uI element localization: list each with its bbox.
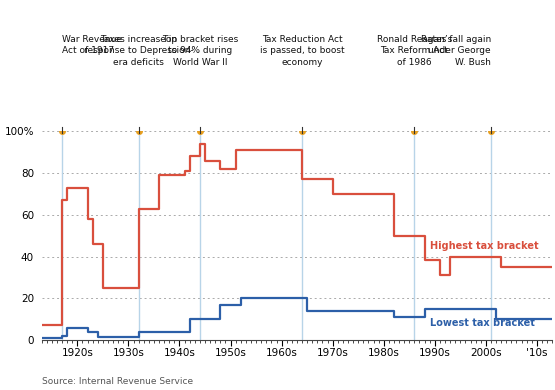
Text: Taxes increase in
response to Depression-
era deficits: Taxes increase in response to Depression… — [84, 35, 194, 67]
Text: Top bracket rises
to 94% during
World War II: Top bracket rises to 94% during World Wa… — [162, 35, 238, 67]
Text: Source: Internal Revenue Service: Source: Internal Revenue Service — [42, 377, 193, 386]
Text: Tax Reduction Act
is passed, to boost
economy: Tax Reduction Act is passed, to boost ec… — [260, 35, 344, 67]
Text: Ronald Reagan’s
Tax Reform Act
of 1986: Ronald Reagan’s Tax Reform Act of 1986 — [377, 35, 452, 67]
Text: | Tax rates over the past century: | Tax rates over the past century — [100, 8, 344, 24]
Text: Highest tax bracket: Highest tax bracket — [430, 241, 538, 251]
Text: Lowest tax bracket: Lowest tax bracket — [430, 318, 534, 328]
Text: Deep Pockets: Deep Pockets — [7, 9, 119, 23]
Text: War Revenue
Act of 1917: War Revenue Act of 1917 — [62, 35, 122, 55]
Text: Rates fall again
under George
W. Bush: Rates fall again under George W. Bush — [421, 35, 491, 67]
